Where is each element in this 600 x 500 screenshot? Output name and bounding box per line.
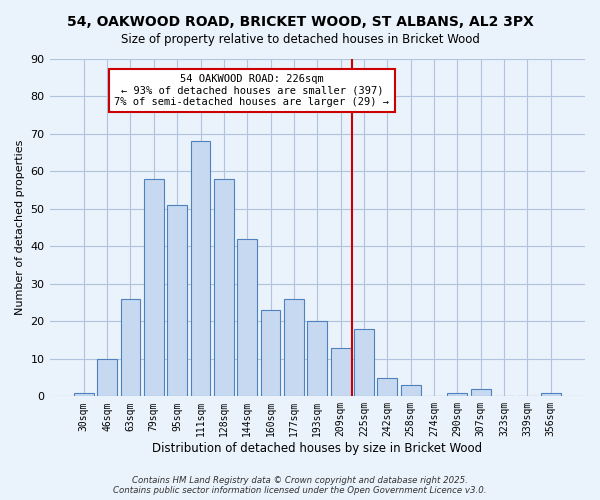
Bar (354, 329, 374, 396)
Bar (121, 299, 140, 396)
Text: Contains HM Land Registry data © Crown copyright and database right 2025.
Contai: Contains HM Land Registry data © Crown c… (113, 476, 487, 495)
Bar (284, 299, 304, 396)
Y-axis label: Number of detached properties: Number of detached properties (15, 140, 25, 316)
Bar (97, 359, 117, 397)
Bar (331, 348, 350, 397)
Bar (260, 310, 280, 396)
Bar (144, 179, 164, 396)
Bar (377, 378, 397, 396)
Bar (448, 392, 467, 396)
Text: 54, OAKWOOD ROAD, BRICKET WOOD, ST ALBANS, AL2 3PX: 54, OAKWOOD ROAD, BRICKET WOOD, ST ALBAN… (67, 15, 533, 29)
Bar (167, 205, 187, 396)
Text: 54 OAKWOOD ROAD: 226sqm
← 93% of detached houses are smaller (397)
7% of semi-de: 54 OAKWOOD ROAD: 226sqm ← 93% of detache… (115, 74, 389, 107)
X-axis label: Distribution of detached houses by size in Bricket Wood: Distribution of detached houses by size … (152, 442, 482, 455)
Bar (191, 142, 211, 396)
Bar (74, 392, 94, 396)
Bar (541, 392, 560, 396)
Bar (471, 389, 491, 396)
Bar (401, 385, 421, 396)
Bar (238, 239, 257, 396)
Text: Size of property relative to detached houses in Bricket Wood: Size of property relative to detached ho… (121, 32, 479, 46)
Bar (307, 322, 327, 396)
Bar (214, 179, 234, 396)
